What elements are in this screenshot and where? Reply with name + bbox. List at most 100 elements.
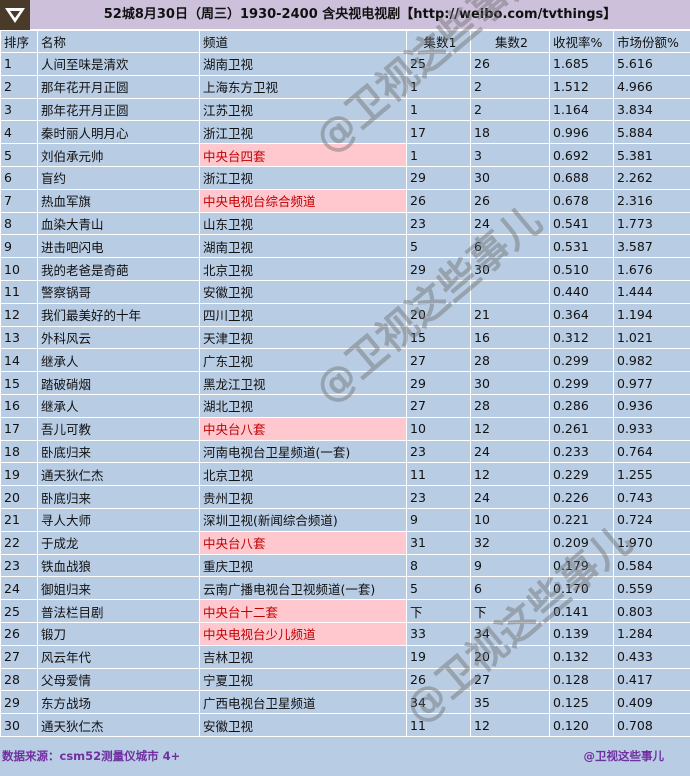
cell-share: 0.584: [613, 553, 690, 578]
cell-rank: 17: [0, 416, 38, 441]
cell-rating: 0.364: [549, 302, 614, 327]
page-title: 52城8月30日（周三）1930-2400 含央视电视剧【http://weib…: [103, 7, 617, 22]
cell-share: 1.773: [613, 211, 690, 236]
cell-name: 风云年代: [37, 644, 200, 669]
cell-share: 1.676: [613, 257, 690, 281]
cell-share: 5.884: [613, 120, 690, 145]
cell-rank: 5: [0, 143, 38, 167]
cell-episode1: [406, 279, 471, 304]
table-row: 18 卧底归来 河南电视台卫星频道(一套) 23 24 0.233 0.764: [0, 439, 690, 464]
cell-channel: 黑龙江卫视: [199, 371, 407, 395]
cell-channel: 重庆卫视: [199, 553, 407, 578]
cell-rating: 0.229: [549, 462, 614, 487]
cell-channel: 中央台十二套: [199, 599, 407, 623]
cell-rating: 0.286: [549, 393, 614, 418]
cell-name: 锻刀: [37, 621, 200, 646]
cell-rating: 1.685: [549, 52, 614, 76]
cell-share: 1.970: [613, 530, 690, 555]
cell-name: 我的老爸是奇葩: [37, 257, 200, 281]
cell-episode1: 34: [406, 690, 471, 715]
cell-rank: 18: [0, 439, 38, 464]
table-row: 17 吾儿可教 中央台八套 10 12 0.261 0.933: [0, 416, 690, 441]
cell-channel: 四川卫视: [199, 302, 407, 327]
cell-rank: 9: [0, 234, 38, 259]
cell-share: 5.381: [613, 143, 690, 167]
cell-rating: 0.141: [549, 599, 614, 623]
cell-episode1: 下: [406, 599, 471, 623]
cell-name: 卧底归来: [37, 485, 200, 509]
cell-share: 1.284: [613, 621, 690, 646]
cell-episode2: 30: [470, 165, 550, 190]
cell-rating: 0.233: [549, 439, 614, 464]
cell-episode2: 30: [470, 371, 550, 395]
cell-episode1: 27: [406, 393, 471, 418]
cell-name: 外科风云: [37, 325, 200, 350]
cell-name: 铁血战狼: [37, 553, 200, 578]
cell-episode2: [470, 279, 550, 304]
cell-share: 0.936: [613, 393, 690, 418]
table-row: 12 我们最美好的十年 四川卫视 20 21 0.364 1.194: [0, 302, 690, 327]
cell-name: 我们最美好的十年: [37, 302, 200, 327]
cell-share: 3.834: [613, 97, 690, 122]
cell-rating: 0.125: [549, 690, 614, 715]
table-row: 11 警察锅哥 安徽卫视 0.440 1.444: [0, 279, 690, 304]
col-rank: 排序: [0, 30, 38, 53]
table-row: 9 进击吧闪电 湖南卫视 5 6 0.531 3.587: [0, 234, 690, 259]
cell-rating: 0.209: [549, 530, 614, 555]
cell-episode2: 34: [470, 621, 550, 646]
table-row: 30 通天狄仁杰 安徽卫视 11 12 0.120 0.708: [0, 713, 690, 737]
cell-rating: 0.678: [549, 188, 614, 213]
cell-episode2: 12: [470, 713, 550, 737]
cell-episode1: 29: [406, 165, 471, 190]
cell-rank: 20: [0, 485, 38, 509]
cell-episode2: 32: [470, 530, 550, 555]
cell-episode2: 35: [470, 690, 550, 715]
cell-episode1: 19: [406, 644, 471, 669]
cell-rating: 0.170: [549, 576, 614, 601]
cell-rank: 3: [0, 97, 38, 122]
cell-name: 血染大青山: [37, 211, 200, 236]
cell-channel: 贵州卫视: [199, 485, 407, 509]
cell-name: 通天狄仁杰: [37, 713, 200, 737]
cell-episode2: 6: [470, 234, 550, 259]
cell-rank: 27: [0, 644, 38, 669]
cell-episode1: 9: [406, 507, 471, 532]
cell-share: 2.262: [613, 165, 690, 190]
cell-episode2: 18: [470, 120, 550, 145]
cell-episode1: 17: [406, 120, 471, 145]
cell-episode2: 9: [470, 553, 550, 578]
cell-channel: 云南广播电视台卫视频道(一套): [199, 576, 407, 601]
cell-episode2: 26: [470, 188, 550, 213]
table-row: 28 父母爱情 宁夏卫视 26 27 0.128 0.417: [0, 667, 690, 692]
cell-episode2: 20: [470, 644, 550, 669]
cell-share: 1.194: [613, 302, 690, 327]
table-row: 14 继承人 广东卫视 27 28 0.299 0.982: [0, 348, 690, 373]
cell-name: 刘伯承元帅: [37, 143, 200, 167]
cell-episode2: 3: [470, 143, 550, 167]
cell-rank: 12: [0, 302, 38, 327]
cell-name: 父母爱情: [37, 667, 200, 692]
table-row: 26 锻刀 中央电视台少儿频道 33 34 0.139 1.284: [0, 621, 690, 646]
cell-share: 0.409: [613, 690, 690, 715]
col-share: 市场份额%: [613, 30, 690, 53]
cell-name: 那年花开月正圆: [37, 97, 200, 122]
cell-episode1: 25: [406, 52, 471, 76]
col-channel: 频道: [199, 30, 407, 53]
cell-rank: 13: [0, 325, 38, 350]
cell-rating: 0.299: [549, 348, 614, 373]
cell-name: 于成龙: [37, 530, 200, 555]
table-row: 15 踏破硝烟 黑龙江卫视 29 30 0.299 0.977: [0, 371, 690, 395]
cell-episode2: 12: [470, 462, 550, 487]
cell-share: 1.255: [613, 462, 690, 487]
table-row: 16 继承人 湖北卫视 27 28 0.286 0.936: [0, 393, 690, 418]
cell-share: 0.764: [613, 439, 690, 464]
cell-rank: 19: [0, 462, 38, 487]
cell-name: 御姐归来: [37, 576, 200, 601]
cell-rating: 0.132: [549, 644, 614, 669]
cell-rating: 0.531: [549, 234, 614, 259]
cell-rating: 0.221: [549, 507, 614, 532]
cell-channel: 中央台八套: [199, 530, 407, 555]
cell-channel: 宁夏卫视: [199, 667, 407, 692]
col-episode2: 集数2: [470, 30, 550, 53]
cell-rank: 22: [0, 530, 38, 555]
